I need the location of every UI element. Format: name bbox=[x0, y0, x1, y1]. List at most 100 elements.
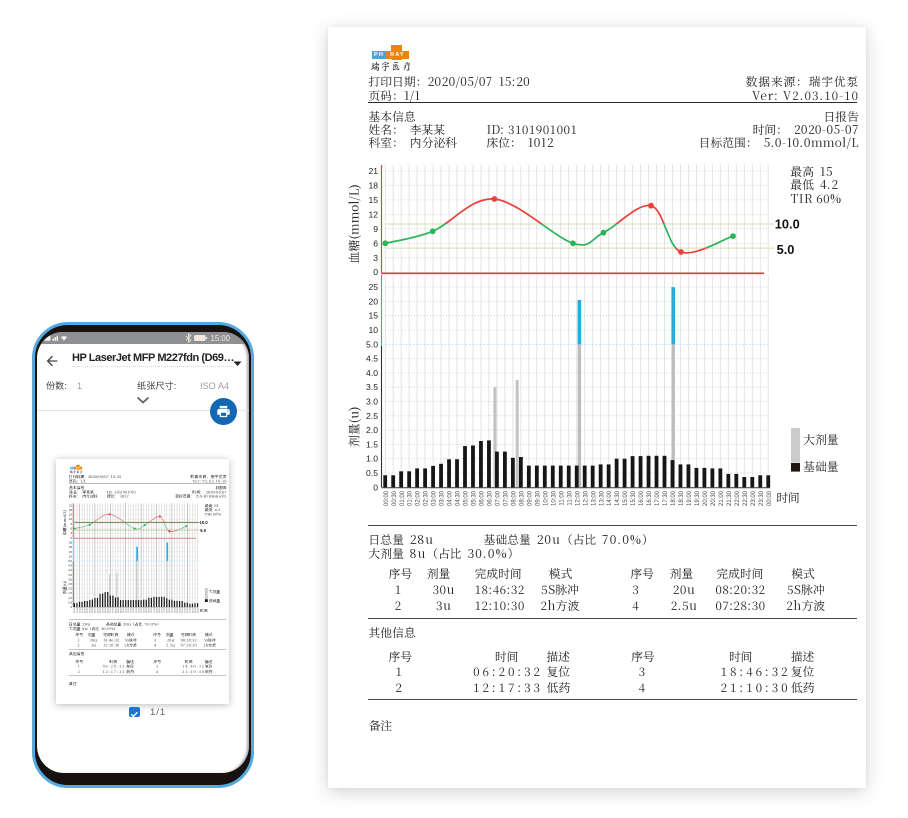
svg-text:00:30: 00:30 bbox=[77, 608, 79, 613]
svg-text:06:00: 06:00 bbox=[105, 608, 107, 613]
svg-text:15:30: 15:30 bbox=[631, 490, 637, 506]
svg-text:06:30: 06:30 bbox=[488, 490, 494, 506]
svg-text:02:30: 02:30 bbox=[87, 608, 89, 613]
svg-text:22:00: 22:00 bbox=[187, 608, 189, 613]
svg-text:10.0: 10.0 bbox=[200, 520, 209, 525]
svg-text:20:30: 20:30 bbox=[180, 608, 182, 613]
svg-text:12:00: 12:00 bbox=[136, 608, 138, 613]
svg-text:04:30: 04:30 bbox=[97, 608, 99, 613]
svg-text:4.5: 4.5 bbox=[68, 564, 72, 568]
svg-text:05:00: 05:00 bbox=[100, 608, 102, 613]
svg-text:20:30: 20:30 bbox=[711, 490, 717, 506]
svg-text:10:00: 10:00 bbox=[543, 490, 549, 506]
svg-text:15: 15 bbox=[69, 513, 73, 517]
svg-text:09:00: 09:00 bbox=[121, 608, 123, 613]
svg-text:15:00: 15:00 bbox=[151, 608, 153, 613]
svg-text:04:00: 04:00 bbox=[95, 608, 97, 613]
svg-text:3.0: 3.0 bbox=[68, 577, 72, 581]
svg-text:16:00: 16:00 bbox=[156, 608, 158, 613]
svg-text:5.0: 5.0 bbox=[777, 242, 795, 257]
svg-text:0.5: 0.5 bbox=[366, 468, 378, 478]
svg-text:18:30: 18:30 bbox=[169, 608, 171, 613]
svg-text:3: 3 bbox=[71, 531, 73, 535]
svg-text:11:00: 11:00 bbox=[131, 608, 133, 613]
svg-text:10:30: 10:30 bbox=[551, 490, 557, 506]
svg-text:03:30: 03:30 bbox=[92, 608, 94, 613]
svg-text:10: 10 bbox=[69, 554, 73, 558]
svg-text:19:00: 19:00 bbox=[687, 490, 693, 506]
svg-text:21:30: 21:30 bbox=[185, 608, 187, 613]
svg-text:05:30: 05:30 bbox=[103, 608, 105, 613]
svg-text:10.0: 10.0 bbox=[775, 217, 800, 232]
svg-text:17:00: 17:00 bbox=[162, 608, 164, 613]
svg-text:1.0: 1.0 bbox=[366, 454, 378, 464]
svg-text:01:00: 01:00 bbox=[79, 608, 81, 613]
svg-text:05:30: 05:30 bbox=[472, 490, 478, 506]
svg-text:16:30: 16:30 bbox=[647, 490, 653, 506]
svg-text:16:30: 16:30 bbox=[159, 608, 161, 613]
svg-text:13:00: 13:00 bbox=[591, 490, 597, 506]
svg-text:12:30: 12:30 bbox=[138, 608, 140, 613]
svg-text:1.5: 1.5 bbox=[68, 591, 72, 595]
svg-text:15: 15 bbox=[368, 311, 378, 321]
svg-text:25: 25 bbox=[69, 541, 73, 545]
svg-text:25: 25 bbox=[368, 282, 378, 292]
svg-text:00:00: 00:00 bbox=[197, 608, 199, 613]
svg-text:3.0: 3.0 bbox=[366, 397, 378, 407]
svg-text:07:00: 07:00 bbox=[110, 608, 112, 613]
svg-text:02:00: 02:00 bbox=[416, 490, 422, 506]
svg-text:0: 0 bbox=[373, 267, 378, 277]
svg-text:15: 15 bbox=[368, 195, 378, 205]
svg-text:11:00: 11:00 bbox=[559, 490, 565, 505]
svg-text:18: 18 bbox=[368, 181, 378, 191]
svg-text:17:30: 17:30 bbox=[164, 608, 166, 613]
svg-text:10: 10 bbox=[368, 325, 378, 335]
svg-text:12: 12 bbox=[368, 209, 378, 219]
svg-text:9: 9 bbox=[373, 224, 378, 234]
svg-text:02:00: 02:00 bbox=[85, 608, 87, 613]
svg-text:20:00: 20:00 bbox=[177, 608, 179, 613]
svg-text:06:30: 06:30 bbox=[108, 608, 110, 613]
svg-text:14:30: 14:30 bbox=[615, 490, 621, 506]
svg-text:16:00: 16:00 bbox=[639, 490, 645, 506]
svg-text:15: 15 bbox=[69, 550, 73, 554]
svg-text:15:00: 15:00 bbox=[623, 490, 629, 506]
svg-text:0: 0 bbox=[71, 605, 73, 609]
svg-text:23:30: 23:30 bbox=[195, 608, 197, 613]
svg-text:08:00: 08:00 bbox=[115, 608, 117, 613]
svg-text:15:00: 15:00 bbox=[210, 334, 230, 343]
svg-text:04:30: 04:30 bbox=[456, 490, 462, 506]
svg-text:17:00: 17:00 bbox=[655, 490, 661, 506]
svg-text:03:00: 03:00 bbox=[432, 490, 438, 506]
svg-text:17:30: 17:30 bbox=[663, 490, 669, 506]
svg-text:20: 20 bbox=[368, 296, 378, 306]
svg-text:3: 3 bbox=[373, 253, 378, 263]
svg-text:23:00: 23:00 bbox=[751, 490, 757, 506]
svg-text:13:00: 13:00 bbox=[141, 608, 143, 613]
svg-text:5.0: 5.0 bbox=[68, 559, 72, 563]
svg-text:01:30: 01:30 bbox=[82, 608, 84, 613]
svg-text:05:00: 05:00 bbox=[464, 490, 470, 506]
svg-text:03:30: 03:30 bbox=[440, 490, 446, 506]
svg-text:18:00: 18:00 bbox=[671, 490, 677, 506]
svg-text:22:00: 22:00 bbox=[735, 490, 741, 506]
svg-text:10:30: 10:30 bbox=[128, 608, 130, 613]
svg-text:11:30: 11:30 bbox=[567, 490, 573, 505]
svg-text:19:00: 19:00 bbox=[172, 608, 174, 613]
svg-text:21:30: 21:30 bbox=[727, 490, 733, 506]
svg-text:18:00: 18:00 bbox=[167, 608, 169, 613]
svg-text:11:30: 11:30 bbox=[133, 608, 135, 613]
svg-text:08:30: 08:30 bbox=[520, 490, 526, 506]
svg-text:2.0: 2.0 bbox=[68, 587, 72, 591]
svg-text:20:00: 20:00 bbox=[703, 490, 709, 506]
svg-text:5.0: 5.0 bbox=[366, 339, 378, 349]
svg-text:4.5: 4.5 bbox=[366, 354, 378, 364]
svg-text:21: 21 bbox=[69, 503, 73, 507]
svg-text:0: 0 bbox=[373, 482, 378, 492]
svg-text:5.0: 5.0 bbox=[200, 528, 206, 533]
svg-text:00:00: 00:00 bbox=[767, 490, 773, 506]
svg-text:19:30: 19:30 bbox=[174, 608, 176, 613]
svg-text:07:00: 07:00 bbox=[496, 490, 502, 506]
svg-text:14:00: 14:00 bbox=[607, 490, 613, 506]
svg-text:3.5: 3.5 bbox=[366, 382, 378, 392]
